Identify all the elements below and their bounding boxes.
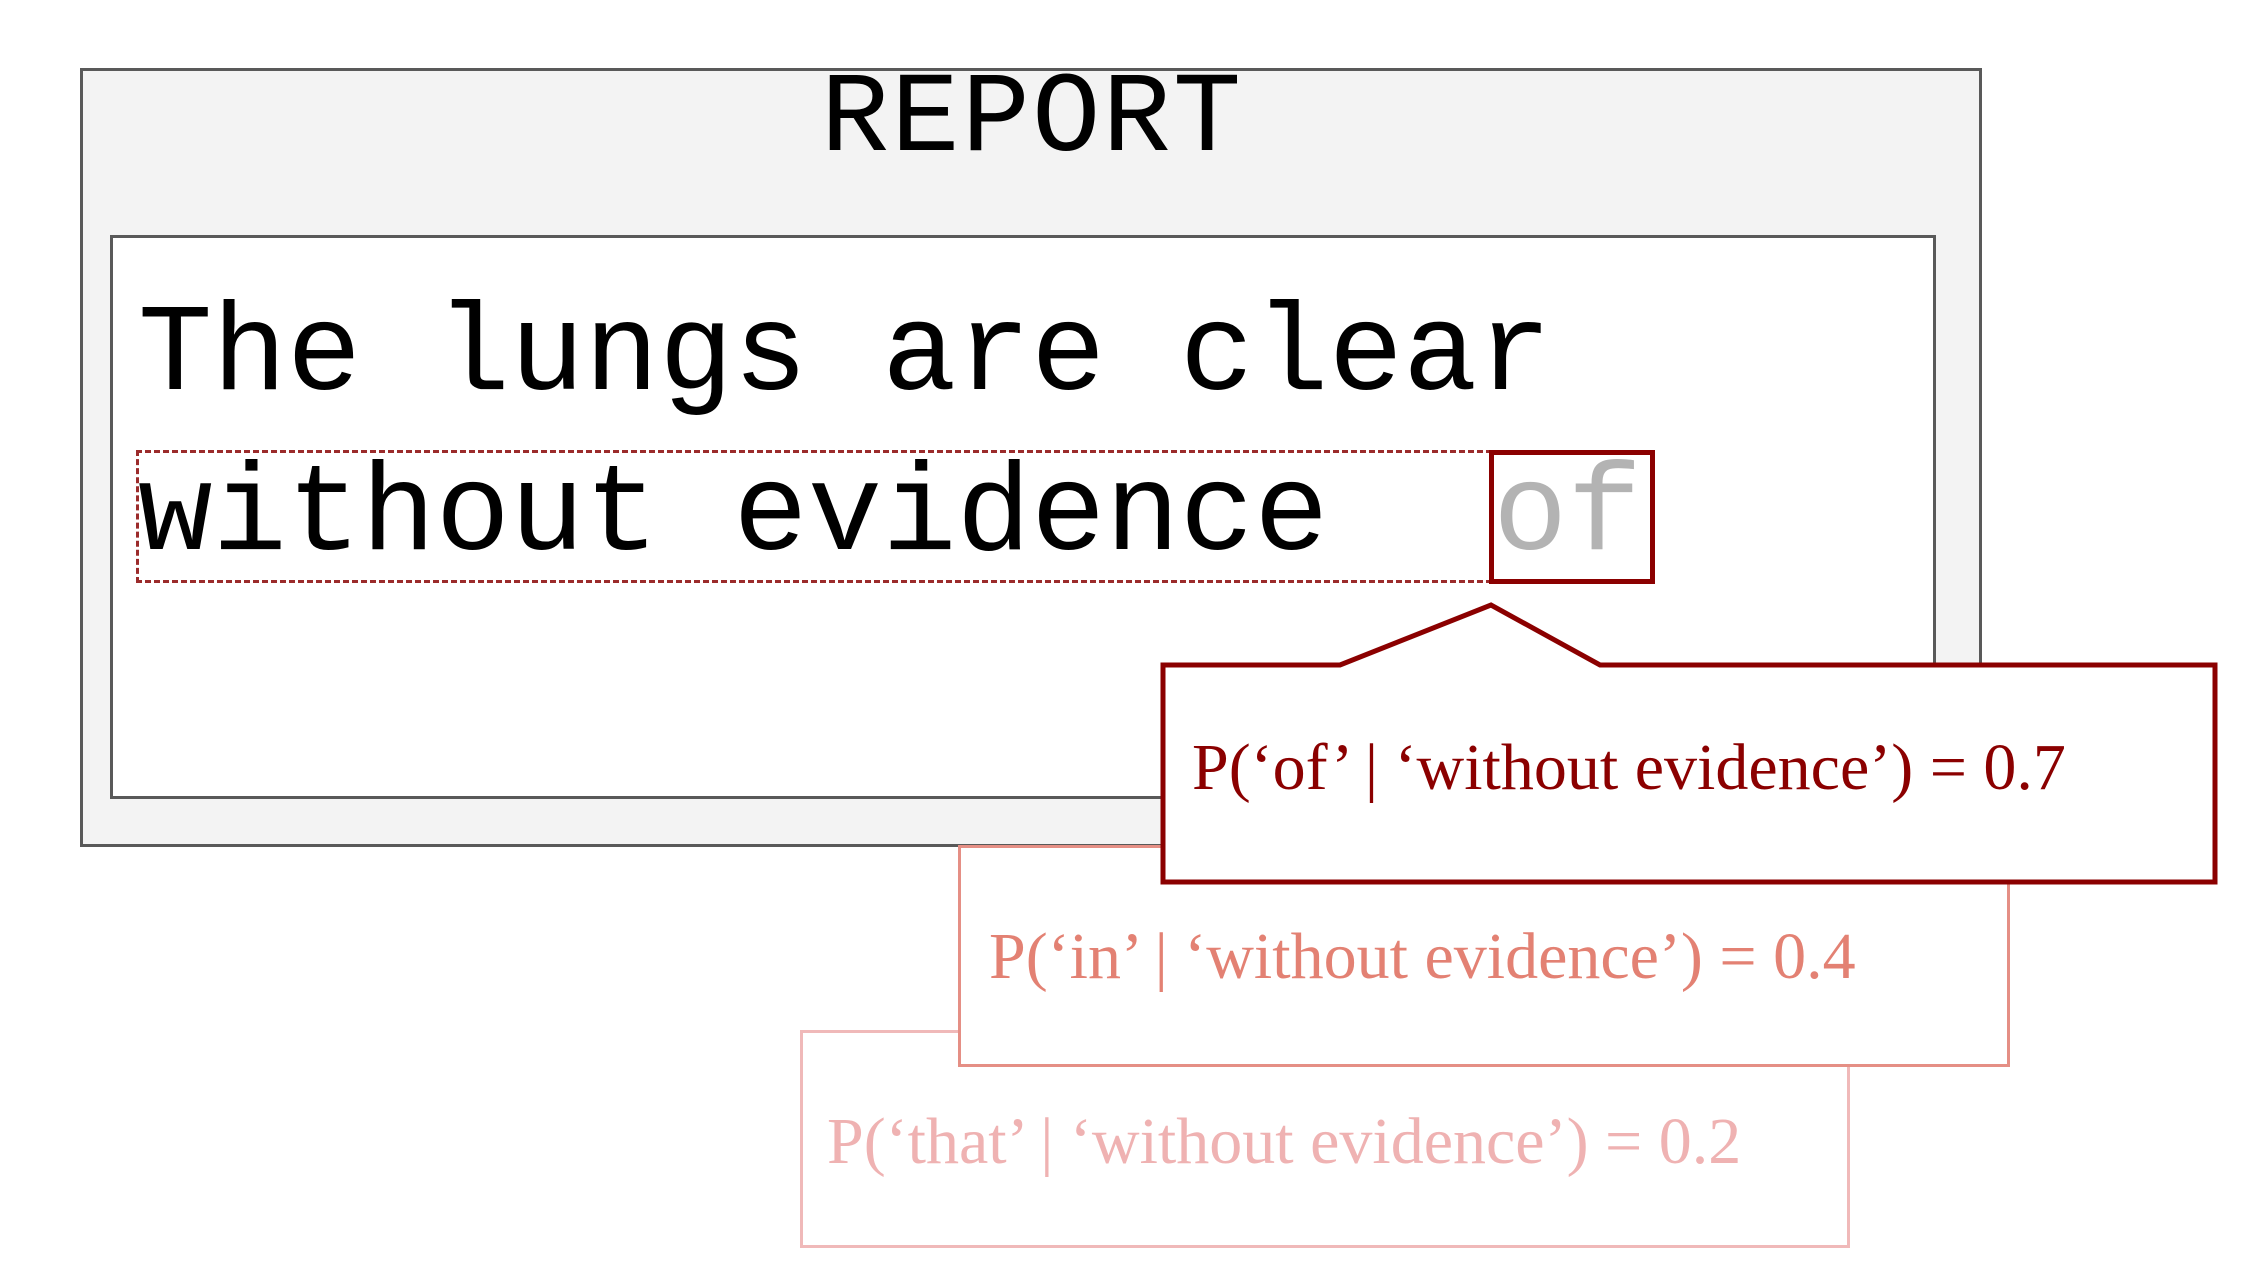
predicted-word: of bbox=[1493, 447, 1642, 587]
prediction-label-in: P(‘in’ | ‘without evidence’) = 0.4 bbox=[989, 920, 1856, 993]
target-highlight-box bbox=[1489, 450, 1655, 584]
report-line-1: The lungs are clear bbox=[138, 287, 1552, 427]
prediction-label-that: P(‘that’ | ‘without evidence’) = 0.2 bbox=[827, 1105, 1742, 1178]
prediction-card-of bbox=[1160, 602, 2218, 885]
prediction-label-of: P(‘of’ | ‘without evidence’) = 0.7 bbox=[1192, 731, 2066, 804]
report-line-2-context: without evidence bbox=[138, 447, 1404, 587]
